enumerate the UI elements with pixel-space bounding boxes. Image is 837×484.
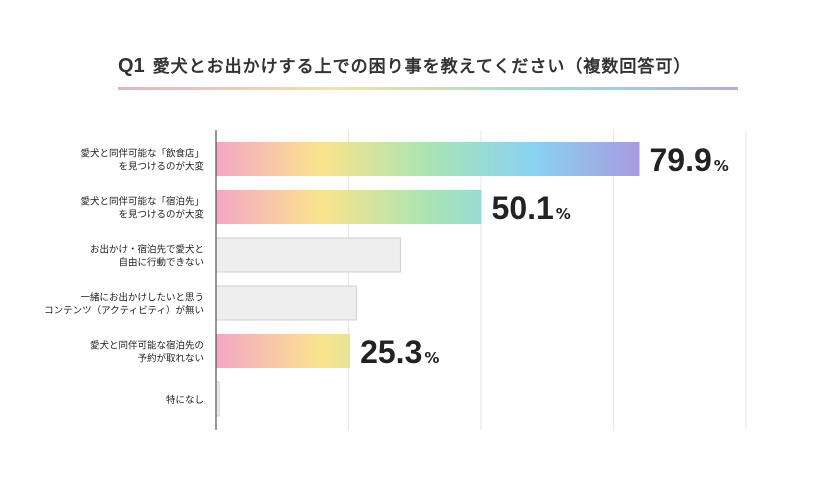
category-label: コンテンツ（アクティビティ）が無い	[44, 305, 204, 317]
data-label-value: 25.3	[360, 334, 422, 370]
bar	[215, 285, 357, 321]
chart-title: Q1 愛犬とお出かけする上での困り事を教えてください（複数回答可）	[118, 52, 691, 78]
category-label: お出かけ・宿泊先で愛犬と	[90, 244, 204, 256]
category-label: を見つけるのが大変	[118, 209, 204, 221]
data-label-value: 79.9	[649, 142, 711, 178]
data-label-unit: %	[424, 349, 439, 367]
category-label: 愛犬と同伴可能な「飲食店」	[80, 148, 204, 160]
category-label: 自由に行動できない	[118, 257, 204, 269]
category-label: 予約が取れない	[137, 353, 204, 365]
data-label: 25.3%	[360, 334, 439, 370]
category-label: 愛犬と同伴可能な「宿泊先」	[80, 196, 204, 208]
category-label: 特になし	[166, 394, 204, 406]
category-label: 一緒にお出かけしたいと思う	[80, 292, 204, 304]
category-label: 愛犬と同伴可能な宿泊先の	[90, 340, 204, 352]
data-label: 50.1%	[492, 190, 571, 226]
data-label-value: 50.1	[492, 190, 554, 226]
bar	[216, 142, 640, 176]
question-number: Q1	[118, 55, 145, 77]
data-label: 79.9%	[649, 142, 728, 178]
category-label: を見つけるのが大変	[118, 161, 204, 173]
bar	[215, 237, 401, 273]
question-text: 愛犬とお出かけする上での困り事を教えてください（複数回答可）	[152, 57, 692, 77]
bar	[216, 334, 351, 368]
data-label-unit: %	[714, 157, 729, 175]
title-underline	[118, 87, 738, 90]
data-label-unit: %	[556, 205, 571, 223]
bar	[216, 190, 482, 224]
